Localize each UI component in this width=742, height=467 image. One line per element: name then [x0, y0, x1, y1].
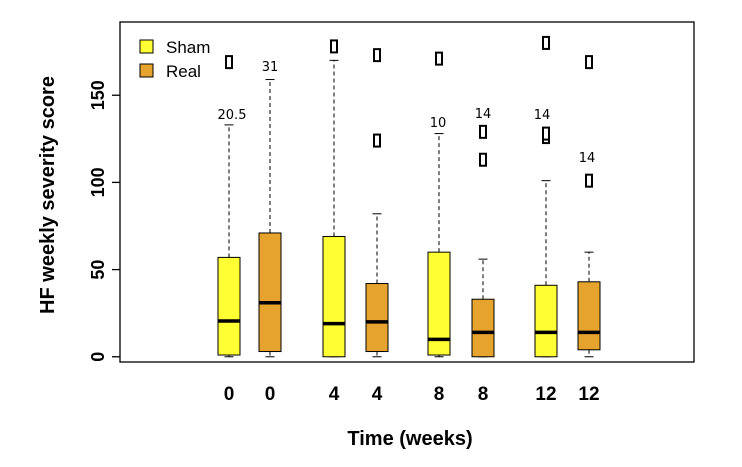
box-iqr — [217, 256, 241, 356]
box-iqr — [534, 284, 558, 358]
box-sham-0 — [217, 55, 241, 358]
x-tick-label: 12 — [535, 384, 556, 405]
median-annotation: 20.5 — [218, 108, 247, 123]
x-tick-label: 0 — [224, 384, 235, 405]
x-axis-title: Time (weeks) — [347, 428, 472, 450]
x-tick-label: 4 — [329, 384, 340, 405]
legend-swatch-sham — [139, 39, 154, 54]
x-tick-label: 8 — [434, 384, 445, 405]
outlier-point — [373, 133, 381, 148]
x-tick-label: 12 — [578, 384, 599, 405]
median-annotation: 14 — [534, 108, 551, 123]
box-real-8 — [471, 124, 495, 358]
box-sham-12 — [534, 35, 558, 358]
outlier-point — [542, 126, 550, 141]
y-tick-label: 100 — [88, 167, 108, 197]
y-tick-label: 50 — [88, 260, 108, 280]
x-tick-label: 8 — [478, 384, 489, 405]
outlier-point — [585, 55, 593, 70]
box-iqr — [577, 281, 601, 351]
plot-frame — [119, 21, 695, 363]
outlier-point — [373, 48, 381, 63]
median-annotation: 14 — [579, 151, 596, 166]
y-tick-label: 0 — [88, 352, 108, 362]
box-real-0 — [258, 79, 282, 358]
box-iqr — [365, 283, 389, 353]
box-iqr — [471, 298, 495, 358]
median-annotation: 10 — [430, 116, 447, 131]
outlier-point — [330, 39, 338, 54]
y-tick-label: 150 — [88, 80, 108, 110]
outlier-point — [585, 173, 593, 188]
outlier-point — [435, 51, 443, 66]
outlier-point — [479, 152, 487, 167]
legend-label-sham: Sham — [166, 38, 210, 57]
box-sham-4 — [322, 39, 346, 358]
box-iqr — [322, 235, 346, 358]
median-annotation: 31 — [262, 60, 279, 75]
box-iqr — [258, 232, 282, 353]
x-tick-label: 4 — [372, 384, 383, 405]
box-sham-8 — [427, 51, 451, 358]
median-annotation: 14 — [475, 107, 492, 122]
legend: Sham Real — [139, 38, 210, 81]
y-axis-title: HF weekly severity score — [37, 76, 59, 314]
box-iqr — [427, 251, 451, 356]
legend-swatch-real — [139, 63, 154, 78]
legend-label-real: Real — [166, 62, 201, 81]
plot-layer: 20.5 31 10 14 14 14 — [217, 35, 601, 358]
outlier-point — [479, 124, 487, 139]
outlier-point — [542, 35, 550, 50]
box-real-12 — [577, 55, 601, 358]
x-tick-label: 0 — [265, 384, 276, 405]
axis-layer: 0 50 100 150 0 0 4 4 8 8 12 12 — [88, 21, 695, 405]
outlier-point — [225, 55, 233, 70]
box-real-4 — [365, 48, 389, 358]
